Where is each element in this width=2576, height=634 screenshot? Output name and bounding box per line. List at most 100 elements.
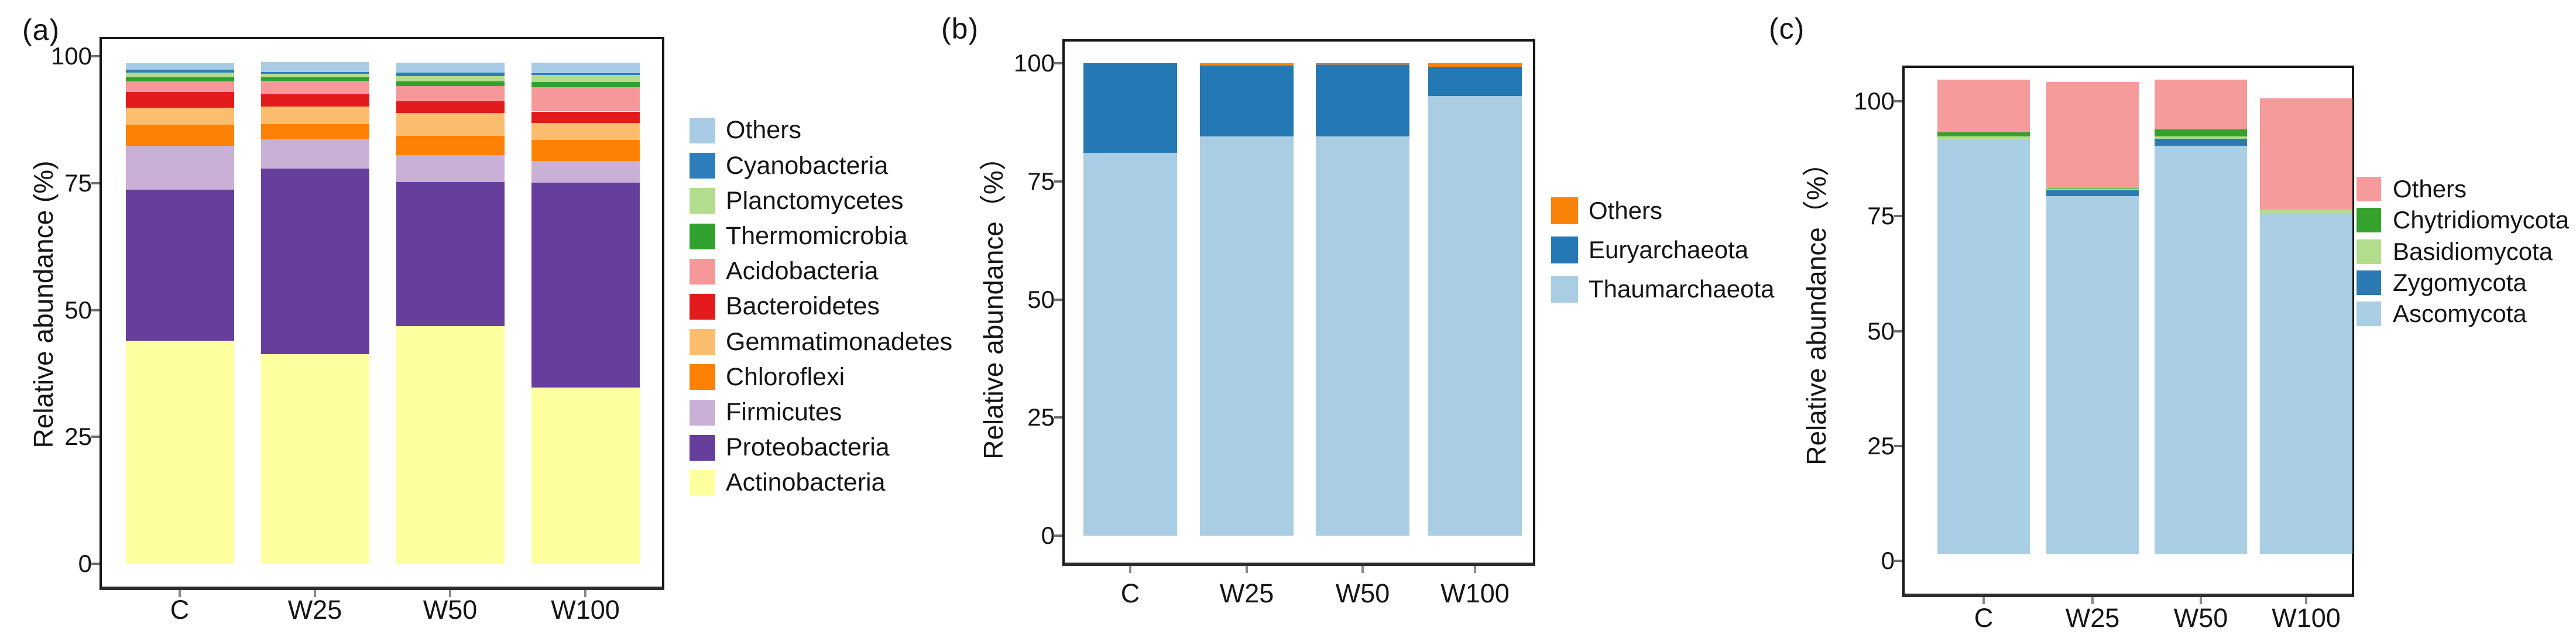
bar-segment-chloroflexi: [260, 124, 369, 140]
y-tick-mark: [1894, 100, 1902, 102]
bar-segment-zygomycota: [2046, 190, 2139, 196]
bar-segment-basidiomycota: [2260, 210, 2352, 213]
y-tick-mark: [1894, 560, 1902, 562]
bar-segment-cyanobacteria: [531, 73, 640, 76]
bar-segment-thaumarchaeota: [1316, 136, 1409, 536]
x-category-label: W100: [1440, 578, 1510, 608]
bar-segment-planctomycetes: [125, 72, 234, 78]
legend-label-others: Others: [726, 116, 802, 145]
x-tick-mark: [2091, 597, 2094, 604]
y-tick-label: 75: [64, 169, 92, 197]
bar-segment-chytridiomycota: [1937, 132, 2030, 136]
x-tick-mark: [1361, 566, 1364, 573]
y-axis-label-a: Relative abundance (%): [28, 160, 59, 448]
x-category-label: W50: [1335, 578, 1390, 608]
bar-segment-acidobacteria: [531, 87, 640, 112]
bar-segment-others: [396, 63, 505, 73]
y-tick-mark: [91, 563, 100, 565]
y-tick-label: 50: [1867, 317, 1895, 345]
legend-label-thermomicrobia: Thermomicrobia: [726, 221, 908, 250]
y-tick-mark: [1894, 330, 1902, 333]
legend-label-chloroflexi: Chloroflexi: [726, 362, 845, 391]
y-tick-label: 75: [1027, 167, 1055, 195]
bar-segment-thaumarchaeota: [1083, 153, 1177, 536]
legend-swatch-acidobacteria: [690, 258, 715, 285]
bar-segment-actinobacteria: [396, 326, 505, 564]
bar-segment-others: [531, 63, 640, 74]
bar-segment-basidiomycota: [1937, 136, 2030, 140]
bar-segment-proteobacteria: [125, 190, 234, 341]
x-tick-mark: [2305, 597, 2307, 604]
x-tick-mark: [1474, 566, 1476, 573]
x-category-label: C: [1120, 578, 1140, 608]
legend-swatch-basidiomycota: [2357, 239, 2381, 264]
bar-segment-gemmatimonadetes: [531, 122, 640, 140]
x-category-label: W25: [2065, 603, 2120, 633]
bar-segment-planctomycetes: [531, 75, 640, 83]
x-tick-mark: [1982, 597, 1985, 604]
legend-swatch-firmicutes: [690, 399, 715, 426]
legend-label-euryarchaeota: Euryarchaeota: [1589, 235, 1749, 263]
bar-segment-acidobacteria: [260, 81, 369, 94]
legend-swatch-chloroflexi: [690, 364, 715, 390]
bar-segment-thaumarchaeota: [1200, 136, 1294, 536]
bar-segment-firmicutes: [260, 139, 369, 169]
bar-segment-ascomycota: [1937, 139, 2030, 554]
y-tick-mark: [91, 309, 100, 311]
legend-swatch-ascomycota: [2357, 301, 2381, 327]
panel-letter-a: (a): [22, 13, 60, 46]
bar-segment-thermomicrobia: [260, 77, 369, 81]
x-tick-mark: [179, 590, 181, 597]
bar-segment-others: [1428, 63, 1522, 67]
y-tick-mark: [91, 55, 100, 57]
bar-segment-actinobacteria: [260, 354, 369, 564]
x-tick-mark: [1246, 566, 1248, 573]
bar-segment-gemmatimonadetes: [125, 108, 234, 125]
y-tick-label: 0: [78, 550, 92, 577]
legend-label-cyanobacteria: Cyanobacteria: [726, 151, 889, 180]
bar-segment-euryarchaeota: [1200, 66, 1294, 137]
bar-segment-thaumarchaeota: [1428, 96, 1522, 536]
y-tick-mark: [1894, 444, 1902, 447]
bar-segment-bacteroidetes: [531, 111, 640, 123]
legend-swatch-gemmatimonadetes: [690, 329, 715, 355]
bar-segment-bacteroidetes: [396, 101, 505, 114]
legend-label-planctomycetes: Planctomycetes: [726, 186, 904, 215]
bar-segment-acidobacteria: [396, 86, 505, 102]
bar-segment-others: [2260, 98, 2352, 210]
bar-segment-chloroflexi: [396, 136, 505, 156]
y-axis-label-c: Relative abundance（%）: [1801, 149, 1831, 465]
plot-frame-b: [1062, 39, 1535, 566]
y-tick-label: 50: [1027, 285, 1055, 313]
y-tick-mark: [1054, 298, 1062, 301]
bar-segment-zygomycota: [2155, 139, 2247, 146]
bar-segment-others: [125, 63, 234, 70]
bar-segment-proteobacteria: [260, 169, 369, 354]
x-category-label: C: [1974, 603, 1994, 633]
y-tick-label: 50: [64, 296, 92, 324]
panel-letter-b: (b): [941, 12, 979, 45]
bar-segment-cyanobacteria: [125, 70, 234, 73]
legend-swatch-others: [690, 118, 715, 143]
legend-label-gemmatimonadetes: Gemmatimonadetes: [726, 327, 953, 356]
bar-segment-gemmatimonadetes: [396, 113, 505, 136]
y-tick-mark: [1894, 215, 1902, 218]
legend-label-others: Others: [2393, 174, 2467, 203]
y-axis-label-b: Relative abundance（%）: [978, 143, 1009, 460]
legend-swatch-chytridiomycota: [2357, 208, 2381, 233]
y-tick-mark: [1054, 180, 1062, 183]
bar-segment-others: [2155, 80, 2247, 129]
bar-segment-firmicutes: [531, 161, 640, 183]
legend-label-ascomycota: Ascomycota: [2393, 300, 2527, 328]
bar-segment-chytridiomycota: [2046, 187, 2139, 189]
legend-swatch-proteobacteria: [690, 434, 715, 461]
bar-segment-bacteroidetes: [125, 91, 234, 108]
x-category-label: W100: [2272, 603, 2341, 633]
y-tick-label: 0: [1881, 547, 1895, 574]
bar-segment-basidiomycota: [2155, 136, 2247, 139]
bar-segment-others: [1200, 63, 1294, 66]
